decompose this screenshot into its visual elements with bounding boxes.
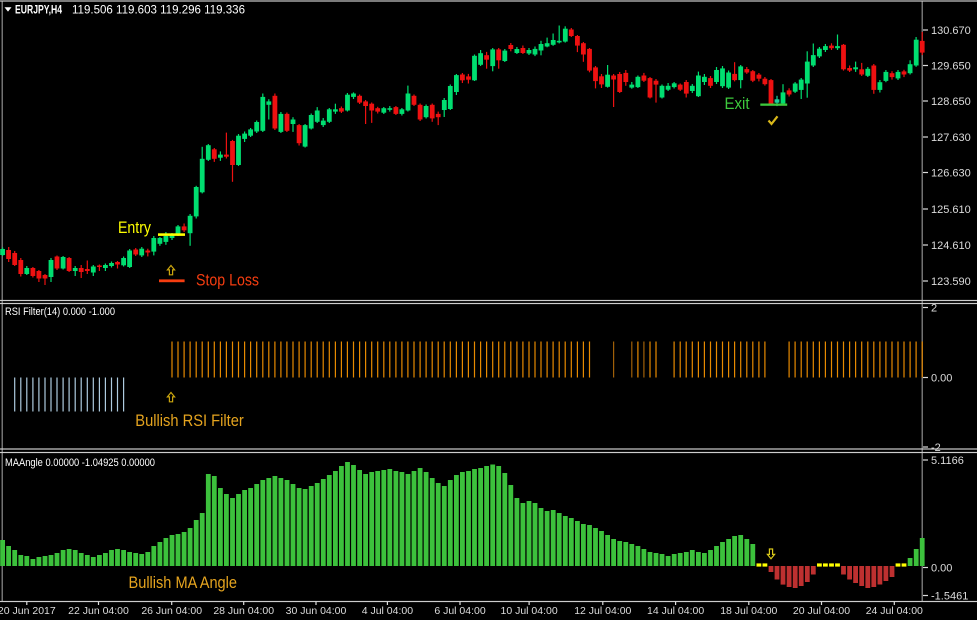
svg-text:0.00: 0.00 (931, 373, 952, 385)
svg-text:24 Jul 04:00: 24 Jul 04:00 (866, 605, 923, 617)
svg-text:0.00: 0.00 (931, 563, 952, 575)
svg-text:125.610: 125.610 (931, 204, 971, 216)
svg-text:28 Jun 04:00: 28 Jun 04:00 (213, 605, 274, 617)
svg-text:119.506 119.603 119.296 119.33: 119.506 119.603 119.296 119.336 (72, 4, 245, 16)
svg-text:128.650: 128.650 (931, 96, 971, 108)
svg-text:Bullish RSI Filter: Bullish RSI Filter (135, 412, 244, 430)
svg-text:Entry: Entry (118, 219, 152, 237)
svg-text:12 Jul 04:00: 12 Jul 04:00 (574, 605, 631, 617)
svg-text:26 Jun 04:00: 26 Jun 04:00 (141, 605, 202, 617)
svg-text:EURJPY,H4: EURJPY,H4 (15, 4, 62, 16)
svg-text:22 Jun 04:00: 22 Jun 04:00 (68, 605, 129, 617)
svg-text:5.1166: 5.1166 (931, 455, 964, 467)
svg-text:20 Jun 2017: 20 Jun 2017 (0, 605, 56, 617)
svg-text:Stop Loss: Stop Loss (196, 272, 259, 290)
svg-text:127.630: 127.630 (931, 132, 971, 144)
svg-text:14 Jul 04:00: 14 Jul 04:00 (647, 605, 704, 617)
svg-text:10 Jul 04:00: 10 Jul 04:00 (500, 605, 557, 617)
svg-text:30 Jun 04:00: 30 Jun 04:00 (286, 605, 347, 617)
svg-text:20 Jul 04:00: 20 Jul 04:00 (793, 605, 850, 617)
svg-text:126.630: 126.630 (931, 168, 971, 180)
svg-text:RSI Filter(14) 0.000 -1.000: RSI Filter(14) 0.000 -1.000 (5, 306, 115, 318)
svg-text:18 Jul 04:00: 18 Jul 04:00 (720, 605, 777, 617)
svg-text:6 Jul 04:00: 6 Jul 04:00 (434, 605, 486, 617)
svg-text:-1.5461: -1.5461 (931, 591, 968, 603)
svg-text:-2: -2 (931, 442, 941, 454)
svg-text:Exit: Exit (725, 95, 750, 113)
svg-text:130.670: 130.670 (931, 25, 971, 37)
svg-text:124.610: 124.610 (931, 240, 971, 252)
svg-text:MAAngle 0.00000 -1.04925 0.000: MAAngle 0.00000 -1.04925 0.00000 (5, 457, 155, 469)
svg-text:4 Jul 04:00: 4 Jul 04:00 (362, 605, 414, 617)
svg-text:123.590: 123.590 (931, 276, 971, 288)
svg-text:2: 2 (931, 303, 937, 315)
svg-text:Bullish MA Angle: Bullish MA Angle (129, 574, 238, 592)
svg-text:129.650: 129.650 (931, 61, 971, 73)
